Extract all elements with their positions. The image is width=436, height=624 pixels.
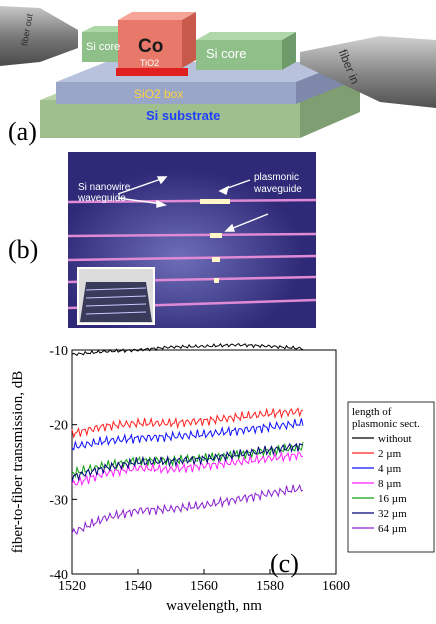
- legend-entry: 64 µm: [378, 523, 407, 535]
- y-tick-label: -30: [49, 493, 68, 508]
- waveguide-line: [67, 198, 317, 204]
- series-line-3: [71, 450, 304, 487]
- panel-a-label: (a): [8, 117, 37, 146]
- legend-entry: 16 µm: [378, 493, 407, 505]
- plasmonic-section: [210, 233, 222, 238]
- substrate-front: [40, 100, 300, 138]
- fiber-out: [0, 6, 78, 66]
- annotation-left-line2: waveguide: [77, 193, 126, 204]
- x-tick-label: 1580: [256, 579, 284, 594]
- co-block-front: [118, 20, 182, 68]
- panel-b-micrograph: Si nanowire waveguide plasmonic waveguid…: [0, 150, 436, 332]
- si-nanowire-annotation: Si nanowire waveguide: [77, 182, 133, 204]
- legend-entry: 4 µm: [378, 463, 402, 475]
- annotation-left-line1: Si nanowire: [78, 182, 131, 193]
- co-block-side: [182, 12, 196, 68]
- plasmonic-section: [212, 257, 220, 262]
- y-tick-label: -40: [49, 568, 68, 583]
- legend-box: [347, 401, 435, 553]
- series-line-6: [71, 483, 304, 535]
- plasmonic-sections: [200, 199, 230, 283]
- legend-title: plasmonic sect.: [352, 418, 420, 430]
- chart-traces: [71, 342, 304, 535]
- annotation-right-line2: waveguide: [253, 184, 302, 195]
- series-line-1: [71, 407, 304, 439]
- legend-entry: without: [378, 433, 412, 445]
- legend-entry: 2 µm: [378, 448, 402, 460]
- plasmonic-section: [214, 278, 219, 283]
- box-front: [56, 82, 296, 104]
- si-core-right-label: Si core: [206, 46, 246, 61]
- plasmonic-section: [200, 199, 230, 204]
- waveguide-line: [67, 232, 317, 238]
- x-axis-label: wavelength, nm: [166, 598, 262, 614]
- si-core-right-side: [282, 32, 296, 70]
- co-block-top: [118, 12, 196, 20]
- x-tick-label: 1600: [322, 579, 350, 594]
- substrate-side: [300, 76, 360, 138]
- co-label: Co: [138, 36, 163, 57]
- legend-entry: 8 µm: [378, 478, 402, 490]
- waveguide-line: [67, 254, 317, 262]
- legend-entry: 32 µm: [378, 508, 407, 520]
- y-tick-label: -20: [49, 419, 68, 434]
- micrograph-svg: Si nanowire waveguide plasmonic waveguid…: [8, 152, 317, 328]
- series-line-4: [71, 442, 304, 479]
- series-line-5: [71, 442, 303, 482]
- inset-lines: [85, 287, 147, 315]
- annotation-right-line1: plasmonic: [254, 172, 299, 183]
- y-axis-label: fiber-to-fiber transmission, dB: [10, 371, 26, 554]
- series-line-2: [71, 418, 304, 451]
- device-schematic-svg: Si core Si core Co TiO2 SiO2 box Si subs…: [0, 6, 436, 146]
- annotation-arrows: [117, 176, 269, 232]
- fiber-in: [300, 36, 436, 108]
- y-tick-label: -10: [49, 344, 68, 359]
- panel-c-transmission-chart: 1520 1540 1560 1580 1600 -10 -20 -30 -40 waveleng…: [0, 332, 436, 620]
- box-label: SiO2 box: [134, 87, 183, 101]
- chart-axes: 1520 1540 1560 1580 1600 -10 -20 -30 -40 waveleng…: [10, 344, 350, 614]
- substrate-label: Si substrate: [146, 108, 220, 123]
- si-core-right-top: [196, 32, 296, 40]
- plasmonic-annotation: plasmonic waveguide: [253, 172, 302, 195]
- x-tick-label: 1560: [190, 579, 218, 594]
- legend-title: length of: [352, 406, 392, 418]
- tio2-label: TiO2: [140, 58, 159, 68]
- si-core-right-front: [196, 40, 282, 70]
- panel-c-label: (c): [270, 549, 299, 578]
- x-tick-label: 1520: [58, 579, 86, 594]
- panel-a-device-schematic: Si core Si core Co TiO2 SiO2 box Si subs…: [0, 0, 436, 148]
- series-line-0: [71, 342, 304, 357]
- si-core-left-label: Si core: [86, 41, 120, 53]
- transmission-chart-svg: 1520 1540 1560 1580 1600 -10 -20 -30 -40 waveleng…: [10, 342, 435, 614]
- panel-b-label: (b): [8, 235, 38, 264]
- x-tick-label: 1540: [124, 579, 152, 594]
- tio2-layer: [116, 68, 188, 76]
